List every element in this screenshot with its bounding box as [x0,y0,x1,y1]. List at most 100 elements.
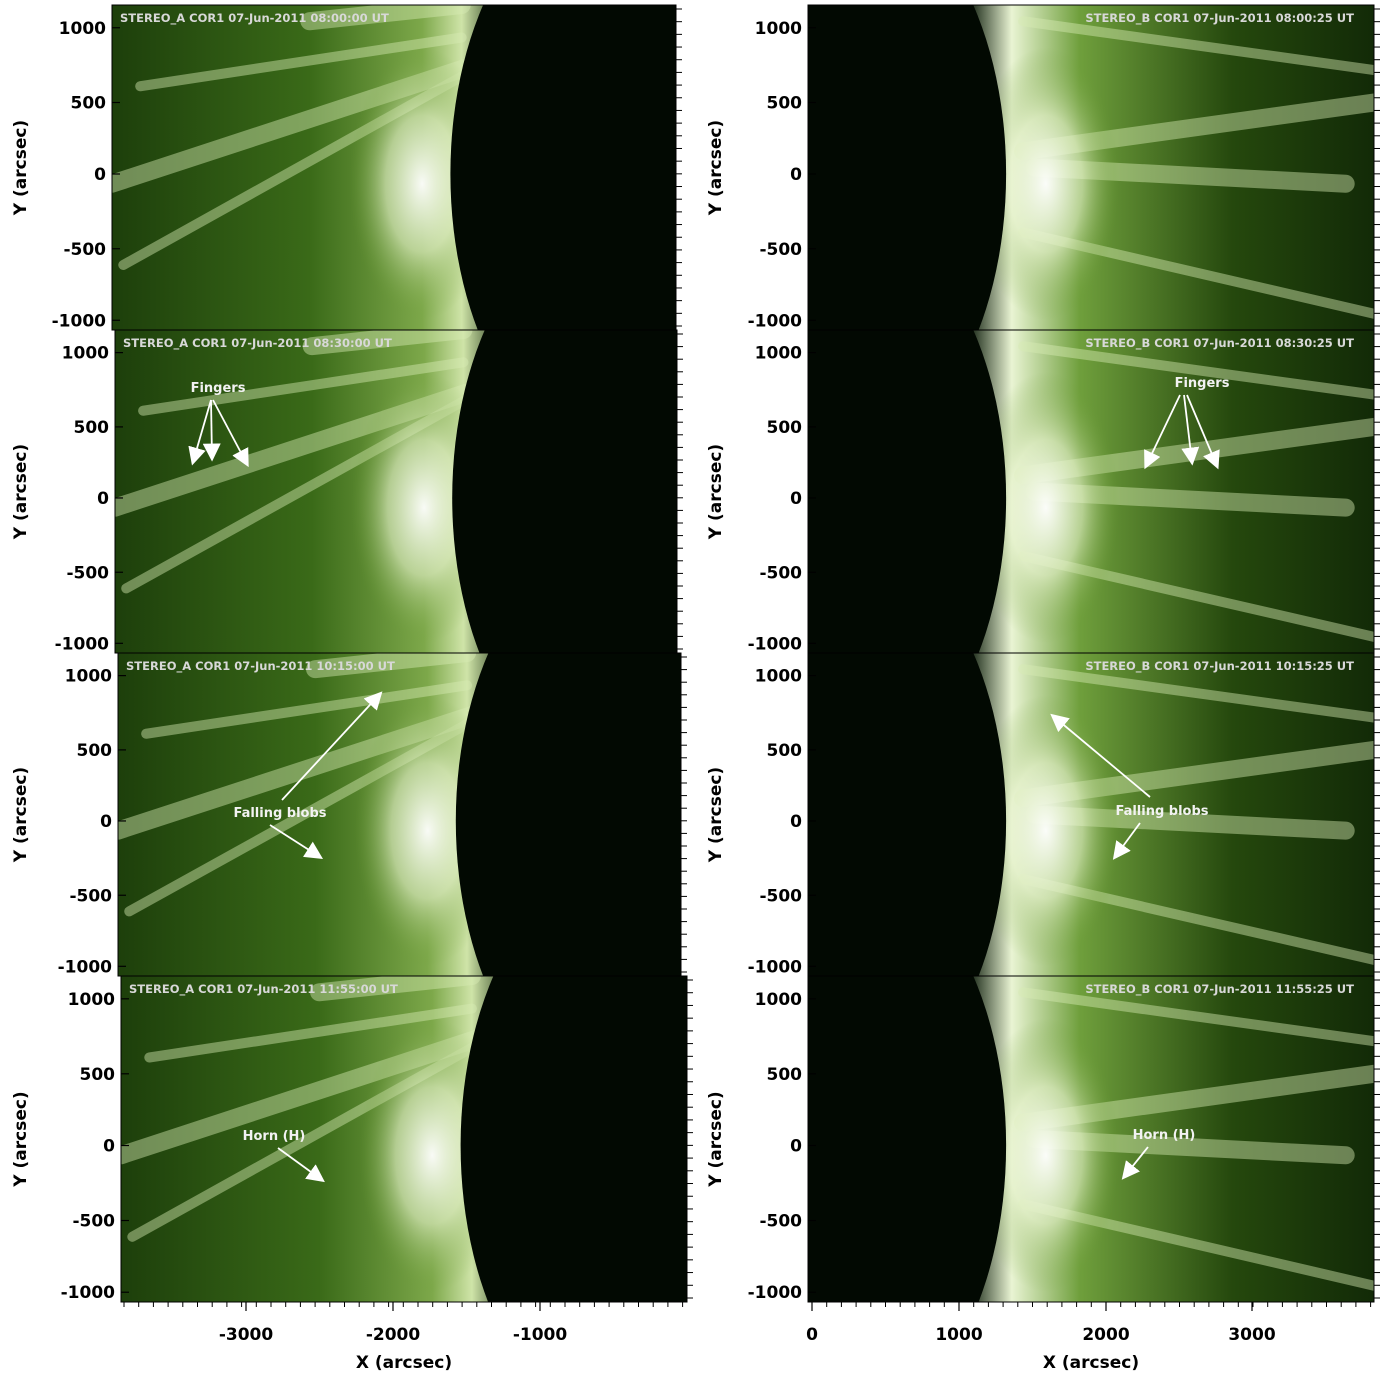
y-tick-label: -500 [759,240,802,260]
y-tick-label: -1000 [58,957,113,977]
annotation-arrow [1121,1146,1149,1180]
annotation-arrow [188,399,212,466]
annotation-arrow [1050,713,1151,798]
feature-annotation: Falling blobs [233,806,326,821]
y-tick-label: -500 [759,1212,802,1232]
y-tick-label: -1000 [748,1283,803,1303]
coronagraph-panel: STEREO_A COR1 07-Jun-2011 11:55:00 UT Hor… [120,975,688,1303]
y-tick-label: 0 [94,165,106,185]
y-tick-label: 500 [767,741,803,761]
x-tick-label: 1000 [935,1325,982,1345]
coronal-streamer [306,653,477,679]
coronagraph-image [808,330,1374,653]
panel-title: STEREO_A COR1 07-Jun-2011 08:30:00 UT [123,336,392,351]
y-tick-label: 1000 [755,667,802,687]
coronagraph-image [115,330,677,653]
x-tick-label: -3000 [219,1325,274,1345]
coronagraph-image [121,976,687,1302]
y-tick-label: -1000 [61,1283,116,1303]
coronagraph-panel: STEREO_B COR1 07-Jun-2011 08:00:25 UT [807,4,1375,331]
y-axis-title: Y (arcsec) [706,444,726,540]
occulter-disk [460,976,687,1302]
y-tick-label: -500 [66,563,109,583]
coronal-streamer [141,680,473,739]
coronagraph-image [112,5,676,330]
y-tick-label: 500 [74,418,110,438]
annotation-arrow [269,824,324,859]
feature-annotation: Horn (H) [1133,1128,1196,1143]
coronagraph-panel: STEREO_A COR1 07-Jun-2011 08:30:00 UT Fin… [114,329,678,654]
y-tick-label: -500 [759,886,802,906]
y-tick-label: 1000 [59,19,106,39]
coronal-streamer [1018,987,1374,1047]
y-tick-label: -1000 [55,634,110,654]
y-tick-label: 500 [71,94,107,114]
coronagraph-image [808,653,1374,976]
y-tick-label: 0 [103,1137,115,1157]
y-tick-label: -1000 [748,957,803,977]
occulter-disk [450,5,676,330]
occulter-disk [452,330,677,653]
y-axis-title: Y (arcsec) [706,1091,726,1187]
y-tick-label: 0 [100,812,112,832]
x-axis-title: X (arcsec) [1043,1353,1139,1373]
y-axis-title: Y (arcsec) [11,767,31,863]
limb-brightening [972,371,1120,644]
coronal-streamer [1018,664,1374,723]
feature-annotation: Fingers [191,381,246,396]
y-tick-label: 0 [790,1137,802,1157]
annotation-arrow [1181,394,1200,466]
annotation-arrow [281,691,383,801]
panel-title: STEREO_A COR1 07-Jun-2011 10:15:00 UT [126,659,395,674]
occulter-disk [808,653,1007,976]
y-tick-label: 1000 [65,667,112,687]
panel-title: STEREO_B COR1 07-Jun-2011 10:15:25 UT [1085,659,1354,674]
coronagraph-panel: STEREO_A COR1 07-Jun-2011 08:00:00 UT [111,4,677,331]
y-tick-label: -500 [759,563,802,583]
occulter-disk [808,976,1007,1302]
coronagraph-panel: STEREO_B COR1 07-Jun-2011 08:30:25 UT Fin… [807,329,1375,654]
y-tick-label: -500 [72,1212,115,1232]
coronagraph-panel: STEREO_B COR1 07-Jun-2011 10:15:25 UT Fal… [807,652,1375,977]
x-tick-label: 0 [806,1325,818,1345]
panel-title: STEREO_A COR1 07-Jun-2011 08:00:00 UT [120,11,389,26]
annotation-arrow [212,399,249,468]
y-tick-label: 0 [97,489,109,509]
y-tick-label: 0 [790,812,802,832]
y-tick-label: -1000 [748,311,803,331]
panel-title: STEREO_A COR1 07-Jun-2011 11:55:00 UT [129,982,398,997]
limb-brightening [972,1018,1120,1293]
y-tick-label: 1000 [755,344,802,364]
y-axis-title: Y (arcsec) [11,1091,31,1187]
x-tick-label: -2000 [366,1325,421,1345]
x-tick-label: -1000 [513,1325,568,1345]
panel-title: STEREO_B COR1 07-Jun-2011 11:55:25 UT [1085,982,1354,997]
coronagraph-image [118,653,681,976]
coronagraph-image [808,976,1374,1302]
coronal-streamer [144,1003,477,1063]
coronal-streamer [310,976,481,1002]
annotation-arrow [1112,822,1141,860]
y-tick-label: 500 [767,94,803,114]
y-tick-label: -1000 [52,311,107,331]
y-tick-label: 1000 [62,344,109,364]
y-tick-label: 500 [77,741,113,761]
y-tick-label: -1000 [748,634,803,654]
feature-annotation: Horn (H) [243,1129,306,1144]
annotation-arrow [277,1147,325,1183]
y-tick-label: 500 [767,418,803,438]
coronal-streamer [300,5,471,31]
panel-title: STEREO_B COR1 07-Jun-2011 08:30:25 UT [1085,336,1354,351]
y-tick-label: -500 [69,886,112,906]
coronagraph-image [808,5,1374,330]
coronal-streamer [1018,16,1374,75]
feature-annotation: Falling blobs [1115,804,1208,819]
y-tick-label: 1000 [755,19,802,39]
annotation-arrow [1144,394,1181,470]
limb-brightening [972,47,1120,321]
annotation-arrow [1186,394,1220,470]
y-tick-label: 500 [767,1065,803,1085]
panel-title: STEREO_B COR1 07-Jun-2011 08:00:25 UT [1085,11,1354,26]
y-tick-label: 500 [80,1065,116,1085]
